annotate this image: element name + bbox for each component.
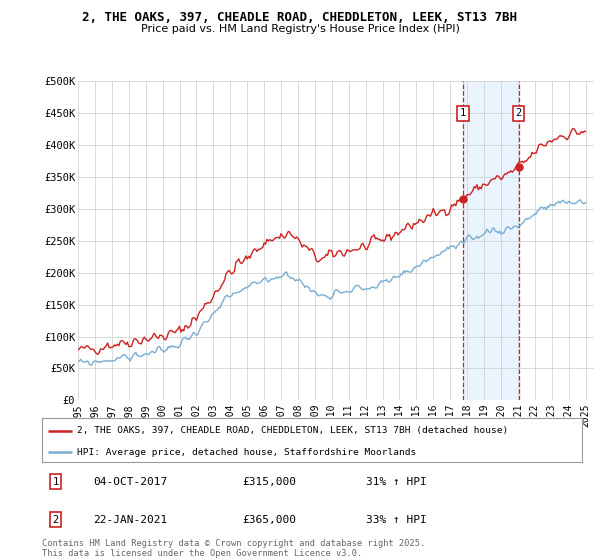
Text: HPI: Average price, detached house, Staffordshire Moorlands: HPI: Average price, detached house, Staf… xyxy=(77,448,416,457)
Text: £365,000: £365,000 xyxy=(242,515,296,525)
Text: 1: 1 xyxy=(52,477,59,487)
Text: 2, THE OAKS, 397, CHEADLE ROAD, CHEDDLETON, LEEK, ST13 7BH (detached house): 2, THE OAKS, 397, CHEADLE ROAD, CHEDDLET… xyxy=(77,426,508,435)
Text: Contains HM Land Registry data © Crown copyright and database right 2025.: Contains HM Land Registry data © Crown c… xyxy=(42,539,425,548)
Text: 2, THE OAKS, 397, CHEADLE ROAD, CHEDDLETON, LEEK, ST13 7BH: 2, THE OAKS, 397, CHEADLE ROAD, CHEDDLET… xyxy=(83,11,517,24)
Text: Price paid vs. HM Land Registry's House Price Index (HPI): Price paid vs. HM Land Registry's House … xyxy=(140,24,460,34)
Text: 31% ↑ HPI: 31% ↑ HPI xyxy=(366,477,427,487)
Text: This data is licensed under the Open Government Licence v3.0.: This data is licensed under the Open Gov… xyxy=(42,549,362,558)
Text: 2: 2 xyxy=(52,515,59,525)
Text: 33% ↑ HPI: 33% ↑ HPI xyxy=(366,515,427,525)
Text: 04-OCT-2017: 04-OCT-2017 xyxy=(94,477,167,487)
Text: 22-JAN-2021: 22-JAN-2021 xyxy=(94,515,167,525)
Text: 2: 2 xyxy=(515,108,522,118)
Text: 1: 1 xyxy=(460,108,466,118)
Bar xyxy=(463,81,519,400)
Text: £315,000: £315,000 xyxy=(242,477,296,487)
